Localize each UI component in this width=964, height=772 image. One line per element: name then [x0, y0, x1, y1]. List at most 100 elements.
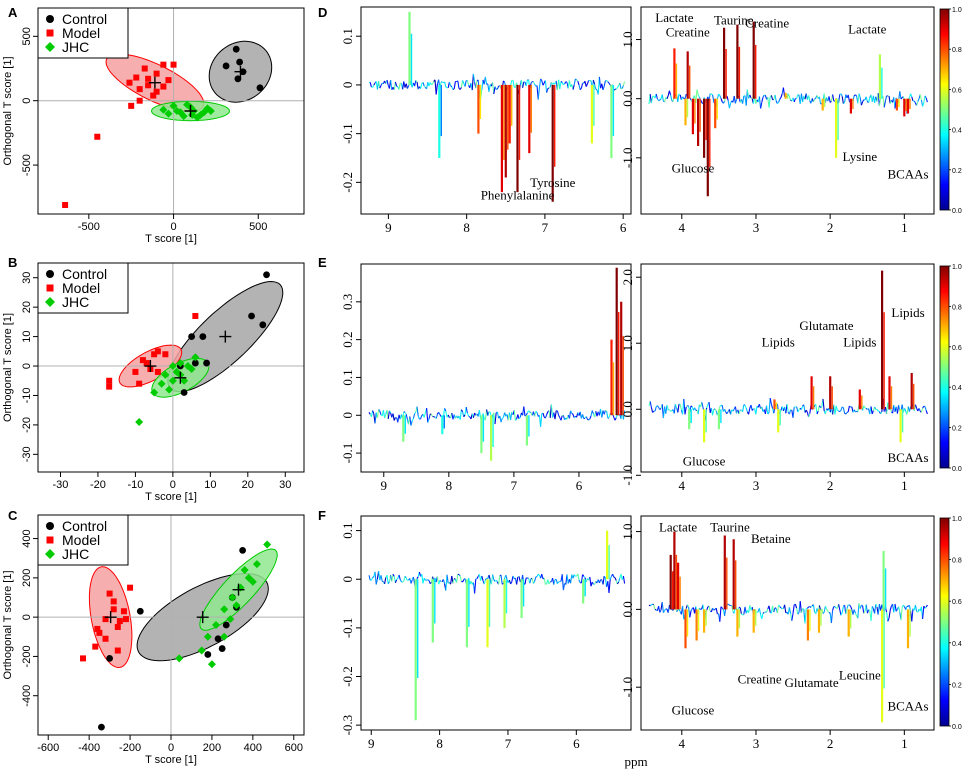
spectrum-trace-segment — [461, 580, 463, 583]
y-tick-label: 0 — [340, 412, 355, 419]
point-control — [180, 389, 188, 396]
plot-frame — [360, 263, 632, 473]
spectrum-trace-segment — [670, 94, 673, 101]
spectrum-trace-segment — [793, 98, 796, 103]
spectrum-trace-segment — [908, 406, 912, 412]
spectrum-trace-segment — [687, 405, 689, 407]
spectrum-trace-segment — [431, 83, 433, 86]
spectrum-trace-segment — [758, 403, 762, 409]
point-model — [122, 616, 129, 623]
point-model — [126, 79, 133, 86]
spectrum-trace-segment — [393, 576, 396, 583]
spectrum-trace-segment — [438, 580, 441, 585]
centroid-jhc — [184, 105, 197, 117]
point-control — [199, 333, 207, 340]
spectrum-trace-segment — [840, 93, 843, 97]
y-tick-label: 0.0 — [620, 91, 635, 107]
spectrum-trace-segment — [423, 412, 426, 418]
spectrum-trace-segment — [606, 80, 609, 83]
plot-frame — [640, 6, 935, 215]
point-jhc — [244, 573, 253, 582]
spectrum-trace-segment — [423, 85, 426, 88]
colour-bar-label: 0.2 — [952, 682, 962, 689]
spectrum-trace-segment — [572, 84, 575, 90]
spectrum-trace-segment — [494, 86, 497, 90]
spectrum-trace-segment — [370, 410, 374, 417]
spectrum-trace-segment — [659, 407, 662, 410]
y-axis-label: Orthogonal T score [1] — [2, 313, 14, 422]
spectrum-trace-segment — [614, 88, 617, 90]
point-model — [106, 383, 113, 390]
spectrum-trace-segment — [855, 410, 857, 413]
legend-label: Control — [62, 11, 107, 27]
spectrum-trace-segment — [378, 80, 381, 89]
panel-letter-d: D — [318, 5, 327, 20]
spectrum-trace-segment — [863, 405, 866, 409]
spectrum-trace-segment — [412, 577, 416, 584]
spectrum-trace-segment — [722, 100, 726, 104]
spectrum-trace-segment — [924, 95, 927, 99]
spectrum-trace-segment — [750, 97, 753, 100]
spectrum-trace-segment — [500, 418, 503, 423]
peak-annotation: Lactate — [659, 520, 697, 535]
spectrum-trace-segment — [573, 415, 576, 419]
scatter-plot-a: -500 0 500 -500 0 500 T score [1] Orthogonal T … — [2, 7, 305, 245]
spectrum-trace-segment — [749, 94, 752, 99]
peak-annotation: Betaine — [751, 531, 791, 546]
spectrum-trace-segment — [475, 80, 478, 89]
spectrum-trace-segment — [410, 579, 413, 584]
spectrum-trace-segment — [586, 80, 590, 85]
spectrum-trace-segment — [865, 604, 868, 614]
spectrum-trace-segment — [577, 80, 580, 86]
spectrum-trace-segment — [848, 604, 852, 607]
x-tick-label: 400 — [244, 742, 262, 754]
spectrum-trace-segment — [719, 606, 722, 622]
point-jhc — [165, 385, 174, 394]
spectrum-trace-segment — [570, 410, 573, 414]
spectrum-trace-segment — [742, 404, 745, 412]
spectrum-trace-segment — [855, 94, 857, 97]
panel-letter-a: A — [8, 5, 18, 20]
spectrum-trace-segment — [865, 96, 868, 102]
spectrum-trace-segment — [459, 409, 462, 420]
point-jhc — [212, 621, 221, 629]
spectrum-trace-segment — [659, 98, 662, 101]
spectrum-trace-segment — [498, 575, 501, 585]
spectrum-trace-segment — [550, 404, 554, 418]
point-control — [222, 621, 230, 629]
spectrum-trace-segment — [384, 414, 387, 419]
spectrum-trace-segment — [763, 611, 766, 614]
spectrum-trace-segment — [682, 96, 685, 99]
spectrum-trace-segment — [823, 606, 826, 613]
legend-marker-model — [46, 284, 54, 292]
spectrum-trace-segment — [547, 87, 550, 90]
peak-annotation: Creatine — [745, 16, 789, 31]
spectrum-trace-segment — [501, 583, 504, 585]
legend-label: Control — [62, 518, 107, 534]
x-tick-label: 1 — [901, 220, 908, 235]
spectrum-trace-segment — [523, 406, 526, 417]
spectrum-trace-segment — [684, 406, 687, 415]
x-tick-label: 4 — [679, 478, 686, 493]
y-tick-label: 0.0 — [620, 401, 635, 417]
spectrum-trace-segment — [839, 609, 842, 616]
spectrum-trace-segment — [529, 578, 532, 584]
point-model — [153, 88, 160, 95]
x-tick-label: 2 — [827, 478, 834, 493]
spectrum-trace-segment — [841, 606, 844, 613]
centroid-jhc — [174, 371, 187, 384]
y-tick-label: 0 — [340, 576, 355, 583]
spectrum-trace-segment — [762, 94, 765, 98]
spectrum-trace-segment — [829, 100, 832, 103]
spectrum-trace-segment — [913, 100, 916, 104]
spectrum-trace-segment — [925, 604, 928, 608]
spectrum-trace-segment — [768, 398, 771, 413]
spectrum-trace-segment — [797, 409, 800, 413]
spectrum-trace-segment — [658, 605, 661, 613]
spectrum-trace-segment — [774, 94, 777, 102]
spectrum-trace-segment — [534, 411, 537, 417]
spectrum-trace-segment — [724, 409, 727, 413]
spectrum-trace-segment — [716, 93, 720, 100]
spectrum-trace-segment — [919, 94, 922, 101]
